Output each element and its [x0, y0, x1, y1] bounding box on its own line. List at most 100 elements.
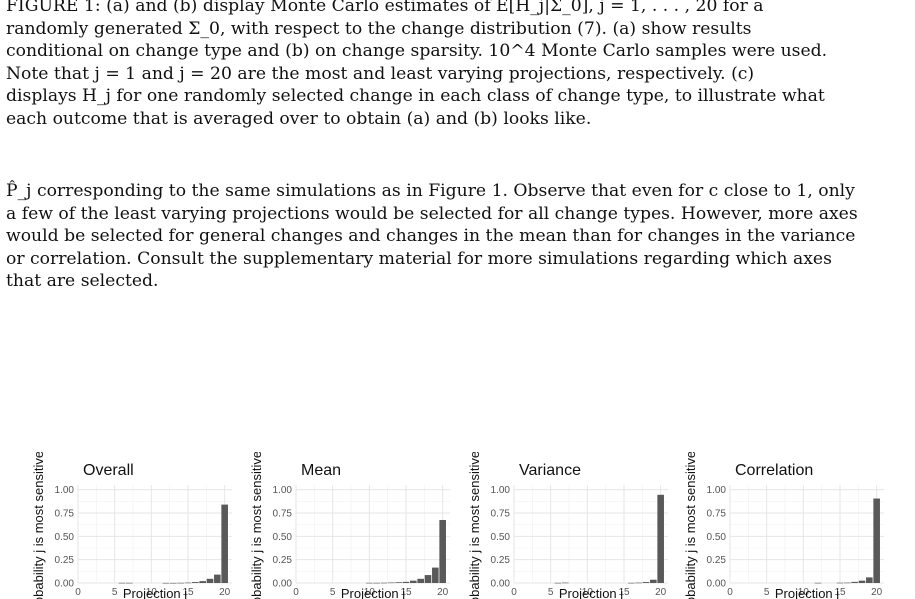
bar: [373, 582, 380, 584]
x-tick-label: 20: [871, 587, 883, 598]
y-tick-label: 0.00: [491, 579, 511, 590]
bar: [642, 582, 650, 583]
bar: [814, 582, 822, 584]
bar: [402, 581, 410, 583]
y-tick-label: 0.75: [707, 509, 727, 520]
x-tick-label: 20: [437, 587, 449, 598]
x-axis-label: Projection j: [775, 586, 839, 599]
y-tick-label: 0.25: [491, 555, 511, 566]
y-tick-label: 0.25: [55, 555, 75, 566]
caption-line: Note that j = 1 and j = 20 are the most …: [6, 63, 755, 84]
bar: [206, 578, 214, 583]
paragraph-line: would be selected for general changes an…: [6, 226, 856, 246]
x-tick-label: 5: [764, 587, 770, 598]
bar: [424, 575, 432, 583]
paragraph-line: P̂_j corresponding to the same simulatio…: [6, 181, 855, 201]
x-axis-label: Projection j: [123, 586, 187, 599]
bar: [184, 582, 192, 584]
y-tick-label: 0.50: [273, 532, 293, 543]
x-tick-label: 0: [511, 587, 517, 598]
bar: [628, 582, 635, 584]
x-tick-label: 15: [400, 587, 412, 598]
bar: [836, 582, 844, 584]
x-tick-label: 15: [618, 587, 630, 598]
chart-panel: 0 5 10 15 20 0.00 0.25 0.50 0.75 1.00 Overall Proje…: [31, 452, 232, 599]
x-axis-label: Projection j: [559, 586, 623, 599]
y-tick-label: 1.00: [55, 485, 75, 496]
bar: [562, 582, 569, 584]
paragraph-line: a few of the least varying projections w…: [6, 203, 858, 224]
bar: [439, 520, 446, 583]
chart-title: Overall: [83, 462, 134, 479]
x-tick-label: 10: [582, 587, 594, 598]
bar: [851, 581, 858, 583]
bar: [417, 578, 424, 583]
y-tick-label: 0.50: [491, 532, 511, 543]
bar: [432, 567, 439, 583]
paragraph-line: that are selected.: [6, 271, 159, 291]
bar: [866, 577, 873, 583]
bar: [126, 582, 133, 584]
y-tick-label: 0.75: [491, 509, 511, 520]
x-tick-label: 15: [834, 587, 846, 598]
y-tick-label: 0.75: [55, 509, 75, 520]
chart-panel: 0 5 10 15 20 0.00 0.25 0.50 0.75 1.00 Variance Proj…: [467, 452, 668, 599]
caption-line: each outcome that is averaged over to ob…: [6, 108, 592, 129]
x-axis-label: Projection j: [341, 586, 405, 599]
bar: [657, 494, 664, 583]
x-tick-label: 5: [112, 587, 118, 598]
paragraph-line: or correlation. Consult the supplementar…: [6, 248, 832, 269]
caption-line: randomly generated Σ_0, with respect to …: [6, 18, 752, 39]
bar: [221, 504, 228, 583]
chart-title: Mean: [301, 462, 341, 479]
bar: [199, 581, 206, 583]
y-tick-label: 0.00: [707, 579, 727, 590]
bar: [858, 580, 866, 583]
bar: [162, 582, 170, 584]
y-tick-label: 1.00: [273, 485, 293, 496]
bar: [873, 498, 880, 583]
y-tick-label: 0.00: [273, 579, 293, 590]
body-paragraph: P̂_j corresponding to the same simulatio…: [6, 180, 908, 293]
bar: [177, 582, 184, 584]
x-tick-label: 10: [146, 587, 158, 598]
y-tick-label: 0.50: [707, 532, 727, 543]
bar: [844, 582, 851, 584]
y-axis-label: Probability j is most sensitive: [467, 452, 482, 599]
y-axis-label: Probability j is most sensitive: [249, 452, 264, 599]
x-tick-label: 20: [219, 587, 231, 598]
chart-panel: 0 5 10 15 20 0.00 0.25 0.50 0.75 1.00 Mean Projecti…: [249, 452, 450, 599]
y-tick-label: 0.50: [55, 532, 75, 543]
bar: [554, 582, 562, 584]
chart-panel: 0 5 10 15 20 0.00 0.25 0.50 0.75 1.00 Correlation P…: [683, 452, 884, 599]
bar-charts-figure: 0 5 10 15 20 0.00 0.25 0.50 0.75 1.00 Overall Proje…: [31, 452, 884, 599]
figure-caption: FIGURE 1: (a) and (b) display Monte Carl…: [6, 0, 908, 130]
x-tick-label: 10: [798, 587, 810, 598]
bar: [650, 579, 657, 583]
y-axis-label: Probability j is most sensitive: [31, 452, 46, 599]
x-tick-label: 5: [548, 587, 554, 598]
bar: [214, 574, 221, 583]
chart-title: Correlation: [735, 462, 813, 479]
bar: [380, 582, 388, 584]
x-tick-label: 10: [364, 587, 376, 598]
y-tick-label: 0.25: [707, 555, 727, 566]
x-tick-label: 5: [330, 587, 336, 598]
y-tick-label: 1.00: [491, 485, 511, 496]
y-axis-label: Probability j is most sensitive: [683, 452, 698, 599]
y-tick-label: 1.00: [707, 485, 727, 496]
chart-title: Variance: [519, 462, 581, 479]
caption-line: FIGURE 1: (a) and (b) display Monte Carl…: [6, 0, 764, 16]
x-tick-label: 0: [75, 587, 81, 598]
y-tick-label: 0.25: [273, 555, 293, 566]
x-tick-label: 0: [727, 587, 733, 598]
x-tick-label: 0: [293, 587, 299, 598]
x-tick-label: 15: [182, 587, 194, 598]
bar: [170, 582, 177, 584]
x-tick-label: 20: [655, 587, 667, 598]
caption-line: conditional on change type and (b) on ch…: [6, 41, 828, 61]
bar: [395, 582, 402, 583]
bar: [388, 582, 395, 584]
y-tick-label: 0.00: [55, 579, 75, 590]
bar: [410, 580, 417, 583]
